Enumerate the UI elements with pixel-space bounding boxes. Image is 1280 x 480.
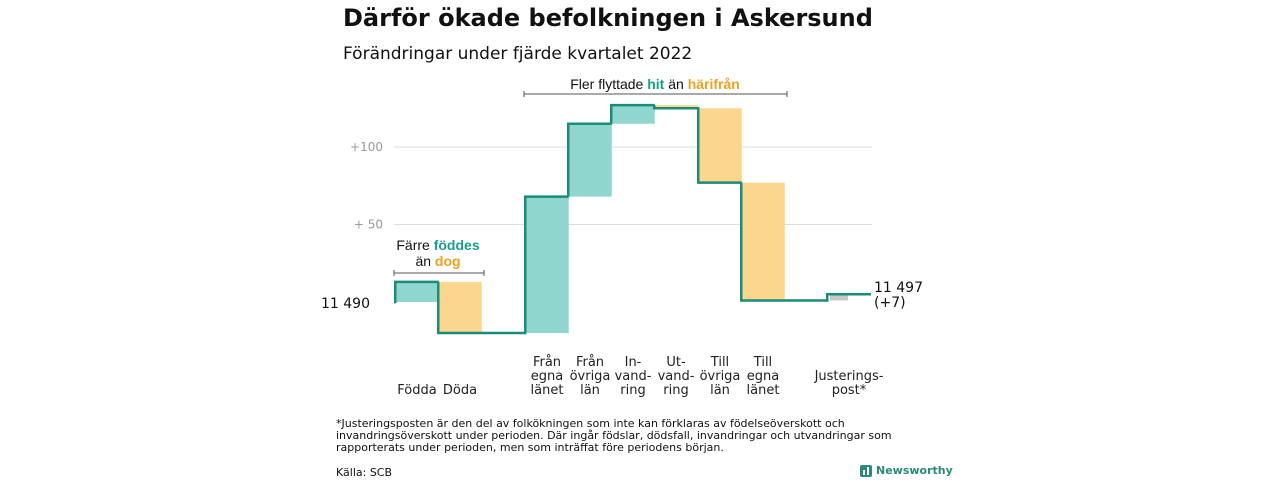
end-value-label: 11 497: [874, 280, 923, 296]
start-value-label: 11 490: [321, 296, 370, 312]
category-label: övriga: [700, 369, 741, 384]
waterfall-bar: [438, 281, 482, 333]
category-label: län: [580, 383, 600, 398]
waterfall-bar: [698, 108, 742, 183]
annotation-than-died: än dog: [415, 253, 460, 269]
category-label: egna: [747, 369, 779, 384]
category-label: ring: [620, 383, 645, 398]
brand-name: Newsworthy: [876, 464, 953, 477]
category-label: vand-: [658, 369, 695, 384]
category-label: Döda: [443, 383, 477, 398]
waterfall-bar: [395, 281, 439, 302]
category-label: övriga: [570, 369, 611, 384]
chart-subtitle: Förändringar under fjärde kvartalet 2022: [343, 44, 693, 64]
cumulative-step-line: [394, 103, 871, 335]
category-label: In-: [625, 355, 642, 370]
y-tick-label: +100: [350, 140, 383, 154]
category-label: Till: [710, 355, 729, 370]
newsworthy-icon: [860, 464, 872, 477]
category-label: Justerings-: [814, 369, 884, 384]
end-change-label: (+7): [874, 295, 906, 311]
category-label: länet: [531, 383, 564, 398]
waterfall-bar: [830, 294, 848, 301]
waterfall-bar: [525, 196, 569, 333]
category-label: Från: [533, 355, 561, 370]
y-tick-label: + 50: [354, 218, 383, 232]
waterfall-bar: [611, 105, 655, 124]
annotation-fewer-born: Färre föddes: [396, 237, 479, 253]
category-label: post*: [832, 383, 867, 398]
category-label: ring: [663, 383, 688, 398]
brand-logo: Newsworthy: [860, 464, 953, 477]
category-label: länet: [747, 383, 780, 398]
chart-title: Därför ökade befolkningen i Askersund: [343, 4, 873, 32]
waterfall-bar: [568, 123, 612, 197]
category-label: Ut-: [666, 355, 686, 370]
category-label: vand-: [615, 369, 652, 384]
footnote: *Justeringsposten är den del av folkökni…: [336, 417, 892, 454]
category-label: län: [710, 383, 730, 398]
annotation-moved-here: Fler flyttade hit än härifrån: [570, 76, 740, 92]
category-label: egna: [531, 369, 563, 384]
waterfall-bar: [654, 105, 698, 109]
waterfall-bar: [741, 182, 785, 301]
category-label: Från: [576, 355, 604, 370]
source-label: Källa: SCB: [336, 466, 393, 479]
category-label: Till: [753, 355, 772, 370]
category-label: Födda: [397, 383, 436, 398]
